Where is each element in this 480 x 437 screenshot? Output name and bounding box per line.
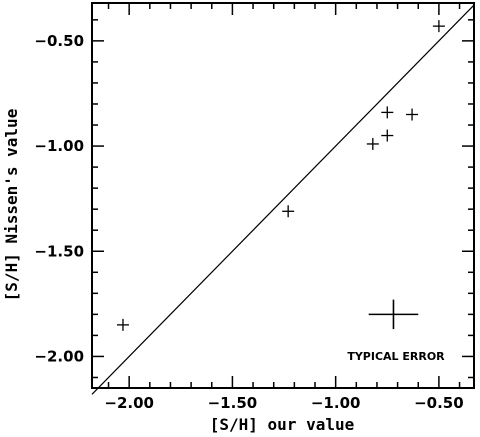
y-tick-label: −2.00 — [34, 347, 84, 365]
data-point — [282, 205, 295, 218]
plot-area — [91, 4, 475, 395]
data-point — [432, 20, 445, 33]
y-axis-title: [S/H] Nissen's value — [2, 109, 21, 302]
plot-frame — [91, 2, 475, 389]
data-point — [406, 108, 419, 121]
axes: −2.00 −1.50 −1.00 −0.50 −2.00 −1.50 −1.00 −0.50 — [34, 2, 475, 412]
data-point — [381, 129, 394, 142]
typical-error-label: TYPICAL ERROR — [347, 350, 445, 363]
x-tick-label: −2.00 — [104, 394, 154, 412]
x-axis-title: [S/H] our value — [210, 415, 355, 434]
identity-line — [91, 4, 475, 395]
x-tick-label: −0.50 — [414, 394, 464, 412]
typical-error-cross — [368, 299, 419, 330]
data-point — [366, 137, 379, 150]
data-point — [116, 318, 129, 331]
y-tick-label: −0.50 — [34, 32, 84, 50]
x-tick-label: −1.50 — [208, 394, 258, 412]
x-tick-label: −1.00 — [311, 394, 361, 412]
y-tick-label: −1.00 — [34, 137, 84, 155]
y-tick-label: −1.50 — [34, 242, 84, 260]
data-point — [381, 106, 394, 119]
